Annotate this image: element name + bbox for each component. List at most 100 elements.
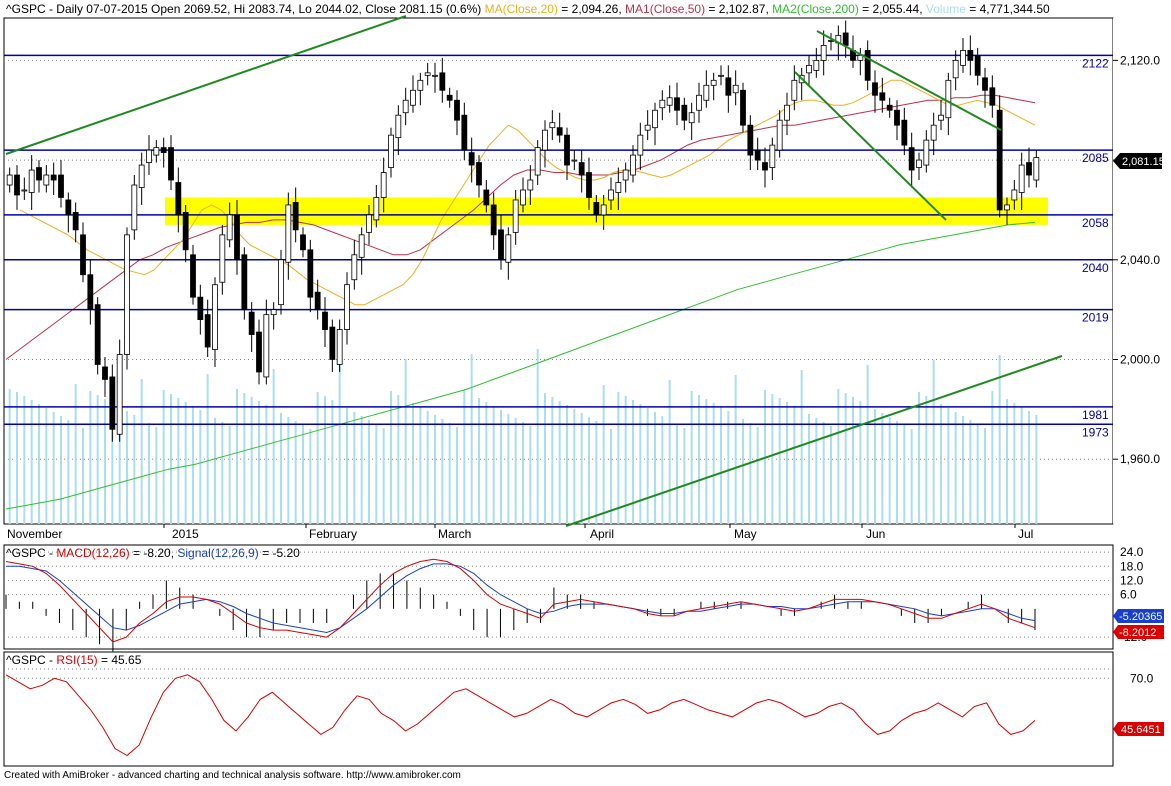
candle (146, 135, 152, 176)
signal-line (6, 563, 1036, 634)
candle (681, 97, 688, 131)
candle (168, 135, 174, 190)
signal-last-marker: -5.20365 (1113, 609, 1164, 623)
candle (600, 194, 607, 230)
macd-histogram (5, 573, 1036, 652)
trendline-down-2 (816, 30, 1002, 131)
level-label-1973: 1973 (1082, 425, 1109, 439)
candle (72, 202, 79, 243)
candle (124, 227, 130, 370)
candle (710, 72, 717, 101)
x-label-2015: 2015 (172, 527, 199, 541)
candles (6, 20, 1040, 442)
rsi-last-marker: 45.6451 (1113, 722, 1164, 736)
candle (945, 72, 952, 136)
candle (446, 87, 453, 108)
candle (879, 77, 886, 113)
level-label-1981: 1981 (1082, 408, 1109, 422)
level-label-2058: 2058 (1082, 216, 1109, 230)
candle (292, 187, 299, 243)
candle (307, 239, 314, 313)
candle (461, 102, 468, 161)
candle (490, 192, 497, 250)
candle (622, 162, 629, 193)
candle (930, 112, 937, 156)
candle (703, 70, 710, 108)
candle (234, 199, 240, 275)
candle (256, 319, 262, 385)
candle (36, 160, 42, 193)
candle (380, 157, 387, 213)
trendline-lower-channel (565, 355, 1063, 527)
price-pane: 2122 2085 2058 2040 2019 1981 1973 ^GSPC - Dai… (3, 2, 1171, 541)
candle (820, 30, 827, 76)
signal-last-label: -5.20365 (1119, 611, 1162, 623)
candle (344, 272, 350, 345)
candle (754, 137, 761, 171)
level-label-2122: 2122 (1082, 56, 1109, 70)
candle (769, 137, 776, 181)
candle (65, 192, 72, 233)
price-axis-area (1113, 18, 1171, 524)
candle (102, 356, 108, 397)
candle (916, 152, 922, 181)
x-label-november: November (7, 527, 62, 541)
candle (410, 75, 416, 113)
candle (483, 180, 490, 213)
candle (226, 202, 233, 248)
candle (241, 247, 248, 320)
rsi-ytick-label: 70.0 (1130, 671, 1154, 685)
candle (314, 279, 321, 320)
candle (278, 249, 284, 315)
macd-ytick-label: 18.0 (1120, 559, 1144, 573)
candle (967, 35, 974, 76)
candle (366, 204, 372, 245)
macd-last-label: -8.2012 (1119, 627, 1156, 639)
candle (153, 140, 160, 163)
candle (747, 115, 754, 171)
candle (696, 82, 702, 123)
candle (80, 222, 86, 283)
macd-last-marker: -8.2012 (1113, 625, 1164, 639)
candle (666, 85, 673, 113)
candle (204, 299, 211, 357)
candle (556, 112, 563, 143)
candle (637, 122, 644, 171)
candle (21, 177, 28, 200)
candle (94, 297, 101, 375)
candle (762, 147, 768, 188)
ma20-line (19, 79, 1036, 306)
candle (263, 299, 270, 385)
candle (131, 175, 138, 240)
candle (520, 177, 526, 213)
candle (322, 297, 328, 348)
price-ytick-label: 1,960.0 (1120, 452, 1160, 466)
rsi-y-axis: 70.0 (1130, 671, 1154, 685)
candle (87, 259, 94, 325)
candle (6, 167, 13, 193)
candle (732, 70, 739, 106)
candle (886, 97, 893, 118)
candle (197, 284, 204, 335)
candle (901, 107, 908, 156)
level-label-2019: 2019 (1082, 311, 1109, 325)
candle (212, 277, 218, 367)
candle (674, 82, 680, 126)
x-label-jul: Jul (1018, 527, 1033, 541)
candle (549, 110, 556, 141)
x-label-february: February (309, 527, 357, 541)
candle (388, 127, 394, 178)
rsi-line (5, 674, 1036, 757)
candle (336, 319, 343, 372)
candle (432, 62, 438, 93)
candle (688, 102, 695, 141)
candle (527, 165, 534, 205)
rsi-header: ^GSPC - RSI(15) = 45.65 (6, 653, 142, 667)
candle (908, 132, 915, 188)
x-label-jun: Jun (866, 527, 885, 541)
rsi-pane: ^GSPC - RSI(15) = 45.65 70.0 45.6451 (3, 651, 1164, 767)
candle (718, 65, 724, 86)
candle (615, 167, 622, 210)
candle (424, 62, 431, 86)
